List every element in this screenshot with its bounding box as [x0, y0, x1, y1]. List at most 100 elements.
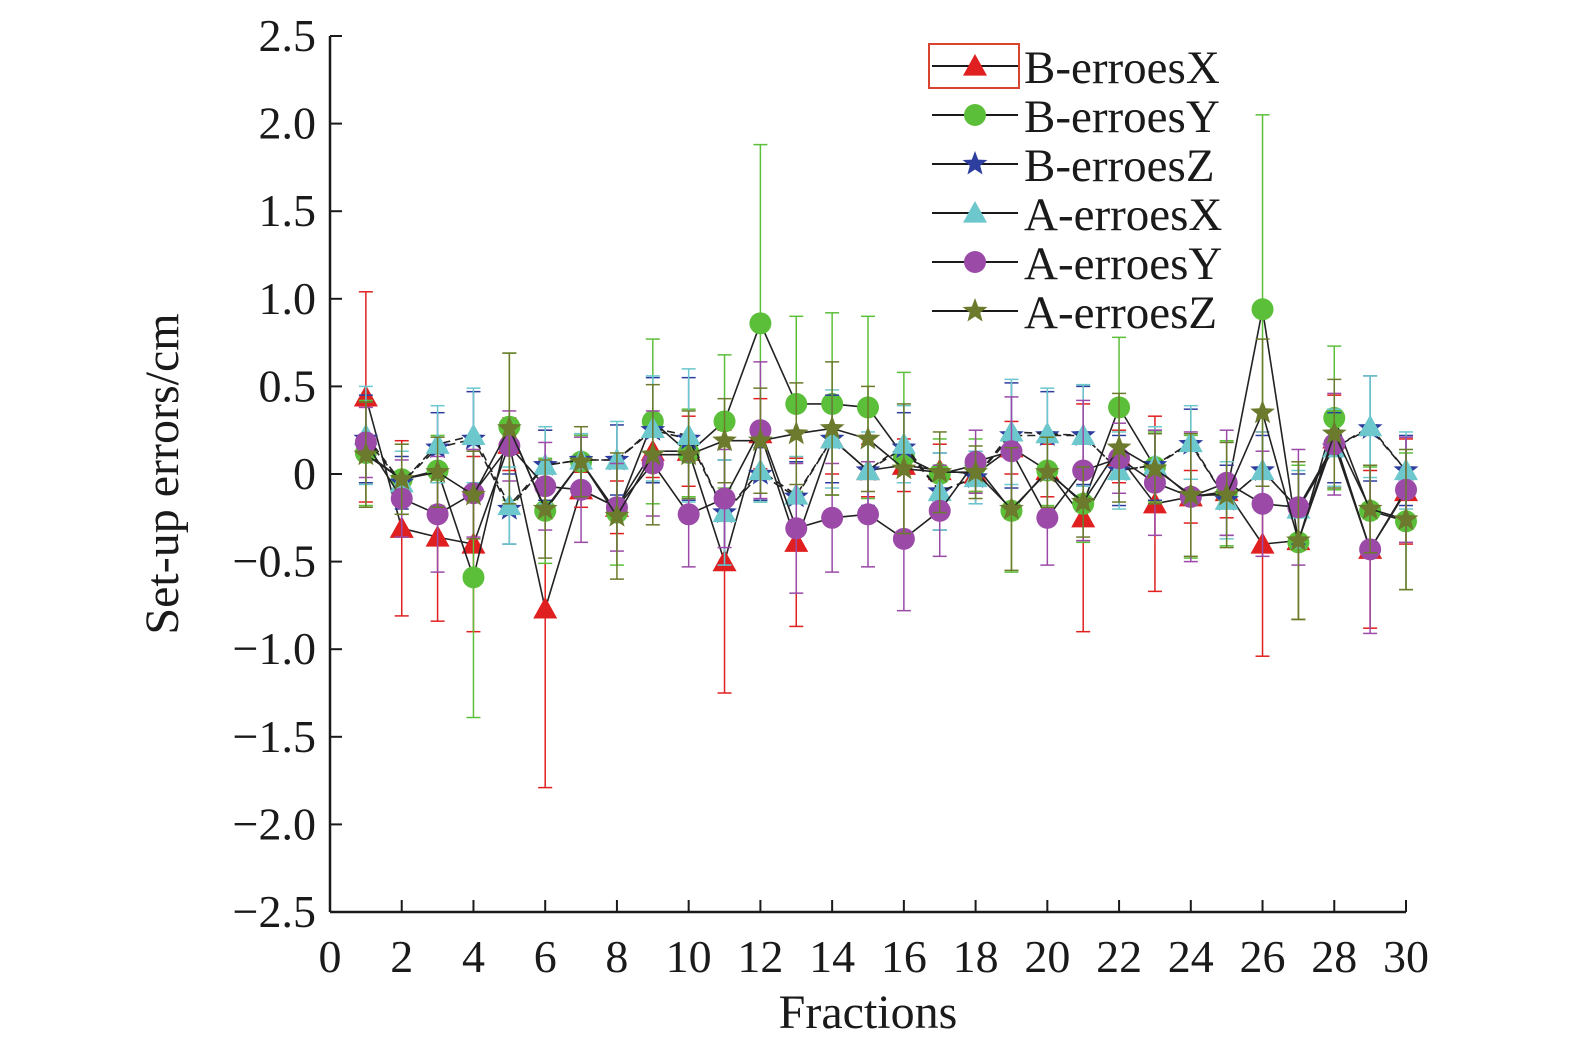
legend: B-erroesXB-erroesYB-erroesZA-erroesXA-er…: [928, 42, 1222, 339]
legend-item-A-erroesY: A-erroesY: [932, 238, 1222, 290]
data-point: [1321, 420, 1347, 445]
data-point: [532, 496, 558, 520]
y-tick-label: −0.5: [233, 536, 316, 587]
data-point: [819, 415, 845, 439]
data-point: [676, 441, 701, 466]
legend-item-B-erroesY: B-erroesY: [932, 91, 1220, 143]
x-tick-label: 30: [1383, 931, 1429, 982]
plot-area: [353, 114, 1419, 789]
data-point: [748, 427, 773, 452]
x-tick-label: 18: [953, 931, 999, 982]
y-tick-label: −2.5: [233, 886, 316, 937]
series-A-erroesZ: [353, 338, 1419, 621]
data-point: [857, 503, 879, 526]
legend-marker: [962, 298, 988, 322]
axes: 2.52.01.51.00.50−0.5−1.0−1.5−2.0−2.50 2 4 6…: [233, 10, 1429, 982]
y-tick-label: 0: [293, 448, 316, 499]
data-point: [1106, 434, 1132, 459]
y-tick-label: −1.0: [233, 623, 316, 674]
data-point: [785, 517, 808, 540]
data-point: [1358, 414, 1383, 437]
y-tick-label: 2.0: [259, 98, 317, 149]
data-point: [891, 455, 917, 480]
data-point: [1070, 489, 1096, 513]
series-A-erroesX: [353, 368, 1418, 566]
y-tick-label: 2.5: [259, 10, 317, 61]
x-tick-label: 20: [1024, 931, 1070, 982]
y-tick-label: 1.0: [259, 273, 317, 324]
x-tick-label: 0: [319, 931, 342, 982]
legend-item-A-erroesX: A-erroesX: [932, 189, 1222, 241]
x-tick-label: 8: [605, 931, 628, 982]
x-tick-label: 12: [737, 931, 783, 982]
x-tick-label: 16: [881, 931, 927, 982]
legend-item-A-erroesZ: A-erroesZ: [932, 287, 1217, 339]
data-point: [389, 466, 415, 490]
data-point: [855, 426, 881, 450]
data-point: [1250, 399, 1275, 424]
data-point: [1178, 482, 1204, 506]
data-point: [1357, 496, 1383, 520]
series-line: [365, 410, 1407, 544]
data-point: [999, 496, 1024, 520]
x-tick-label: 6: [534, 931, 557, 982]
data-point: [712, 427, 737, 452]
data-point: [1393, 506, 1419, 531]
y-axis-title: Set-up errors/cm: [136, 313, 189, 634]
legend-marker: [964, 251, 986, 273]
data-point: [713, 487, 736, 510]
data-point: [927, 459, 953, 483]
x-tick-label: 14: [809, 931, 855, 982]
legend-marker: [964, 104, 986, 126]
data-point: [1035, 459, 1060, 483]
legend-label: B-erroesX: [1024, 42, 1220, 94]
data-point: [425, 459, 450, 483]
series-line: [365, 428, 1407, 552]
legend-selection-box: [928, 43, 1020, 89]
data-point: [568, 448, 594, 473]
data-point: [749, 312, 772, 335]
legend-marker: [962, 151, 988, 175]
data-point: [426, 503, 449, 526]
data-point: [821, 506, 844, 529]
data-point: [1251, 492, 1274, 515]
x-axis-title: Fractions: [779, 986, 958, 1039]
y-tick-label: 0.5: [259, 360, 317, 411]
legend-item-B-erroesX: B-erroesX: [932, 42, 1220, 94]
x-tick-label: 22: [1096, 931, 1142, 982]
data-point: [783, 420, 809, 445]
data-point: [461, 482, 486, 506]
y-tick-label: −2.0: [233, 798, 316, 849]
data-point: [461, 423, 486, 446]
data-point: [462, 566, 485, 589]
data-point: [677, 503, 700, 526]
series-B-erroesX: [353, 291, 1418, 789]
data-point: [1142, 455, 1168, 480]
legend-marker: [963, 201, 987, 223]
legend-item-B-erroesZ: B-erroesZ: [932, 140, 1215, 192]
y-tick-label: 1.5: [259, 185, 317, 236]
data-point: [497, 415, 522, 439]
legend-label: B-erroesY: [1024, 91, 1220, 143]
legend-label: A-erroesY: [1024, 238, 1222, 290]
data-point: [1214, 482, 1239, 506]
x-tick-label: 26: [1240, 931, 1286, 982]
series-line: [365, 396, 1407, 613]
x-tick-label: 4: [462, 931, 485, 982]
data-point: [533, 596, 558, 619]
y-tick-label: −1.5: [233, 711, 316, 762]
x-tick-label: 28: [1311, 931, 1357, 982]
data-point: [604, 503, 630, 527]
series-A-erroesY: [354, 361, 1417, 635]
x-tick-label: 10: [666, 931, 712, 982]
data-point: [963, 459, 988, 483]
data-point: [353, 441, 379, 466]
x-tick-label: 2: [390, 931, 413, 982]
data-point: [1286, 527, 1311, 552]
legend-marker: [963, 54, 987, 76]
x-tick-label: 24: [1168, 931, 1214, 982]
data-point: [640, 441, 666, 466]
legend-label: A-erroesZ: [1024, 287, 1217, 339]
legend-label: A-erroesX: [1024, 189, 1222, 241]
